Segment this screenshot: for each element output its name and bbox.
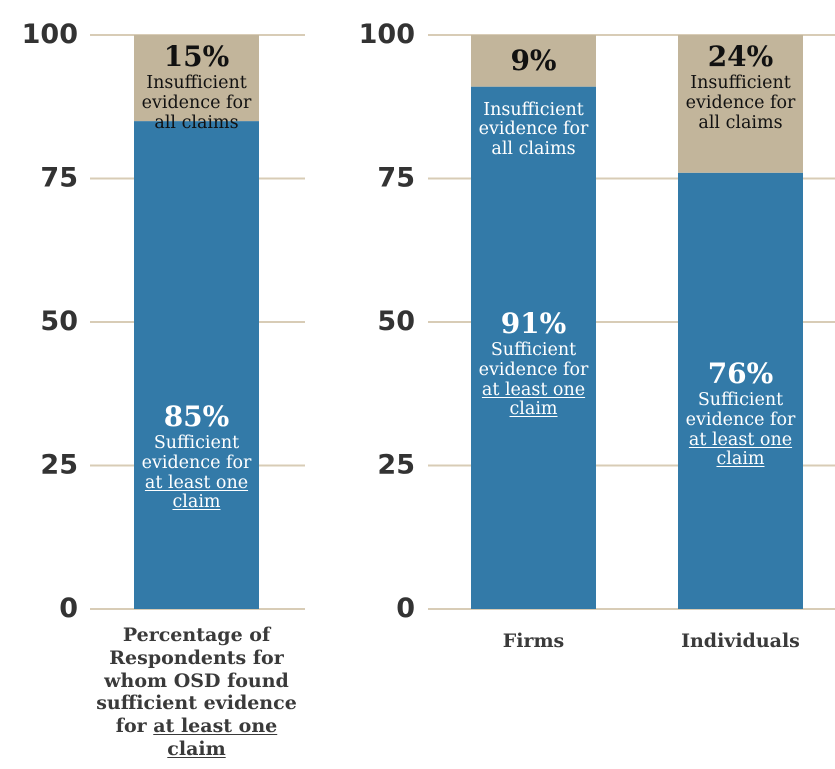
data-label-insufficient-text: Insufficient evidence for all claims bbox=[136, 74, 257, 133]
bar-label-sufficient: 76% Sufficient evidence for at least one … bbox=[680, 356, 801, 470]
bar-label-insufficient: 9% bbox=[471, 43, 596, 78]
y-tick-label: 100 bbox=[22, 19, 78, 50]
data-label-sufficient-pct: 76% bbox=[680, 356, 801, 391]
bar-sufficient bbox=[134, 121, 259, 609]
y-tick-label: 75 bbox=[377, 163, 415, 194]
data-label-sufficient-underlined: at least one claim bbox=[689, 430, 792, 470]
data-label-sufficient-underlined: at least one claim bbox=[145, 473, 248, 513]
data-label-insufficient-pct: 9% bbox=[471, 43, 596, 78]
x-category-label: Individuals bbox=[648, 630, 833, 653]
y-tick-label: 25 bbox=[377, 450, 415, 481]
data-label-sufficient-underlined: at least one claim bbox=[482, 380, 585, 420]
bar-label-sufficient: 91% Sufficient evidence for at least one … bbox=[473, 306, 594, 420]
data-label-sufficient-pct: 85% bbox=[136, 399, 257, 434]
bar-label-insufficient-desc: Insufficient evidence for all claims bbox=[473, 101, 594, 160]
y-tick-label: 75 bbox=[40, 163, 78, 194]
bar-label-insufficient: 24% Insufficient evidence for all claims bbox=[680, 39, 801, 133]
y-tick-label: 0 bbox=[59, 593, 78, 624]
data-label-insufficient-pct: 15% bbox=[136, 39, 257, 74]
y-tick-label: 100 bbox=[359, 19, 415, 50]
data-label-sufficient-text: Sufficient evidence for at least one cla… bbox=[680, 391, 801, 470]
data-label-insufficient-text: Insufficient evidence for all claims bbox=[680, 74, 801, 133]
bar-label-insufficient: 15% Insufficient evidence for all claims bbox=[136, 39, 257, 133]
data-label-sufficient-text: Sufficient evidence for at least one cla… bbox=[136, 434, 257, 513]
x-category-label-underlined: at least one claim bbox=[153, 715, 277, 760]
data-label-insufficient-text: Insufficient evidence for all claims bbox=[473, 101, 594, 160]
data-label-insufficient-pct: 24% bbox=[680, 39, 801, 74]
y-tick-label: 50 bbox=[40, 306, 78, 337]
data-label-sufficient-pct: 91% bbox=[473, 306, 594, 341]
x-category-label: Firms bbox=[441, 630, 626, 653]
y-tick-label: 25 bbox=[40, 450, 78, 481]
data-label-sufficient-text: Sufficient evidence for at least one cla… bbox=[473, 341, 594, 420]
bar-label-sufficient: 85% Sufficient evidence for at least one … bbox=[136, 399, 257, 513]
y-tick-label: 0 bbox=[396, 593, 415, 624]
y-tick-label: 50 bbox=[377, 306, 415, 337]
x-category-label: Percentage of Respondents for whom OSD f… bbox=[94, 624, 299, 761]
